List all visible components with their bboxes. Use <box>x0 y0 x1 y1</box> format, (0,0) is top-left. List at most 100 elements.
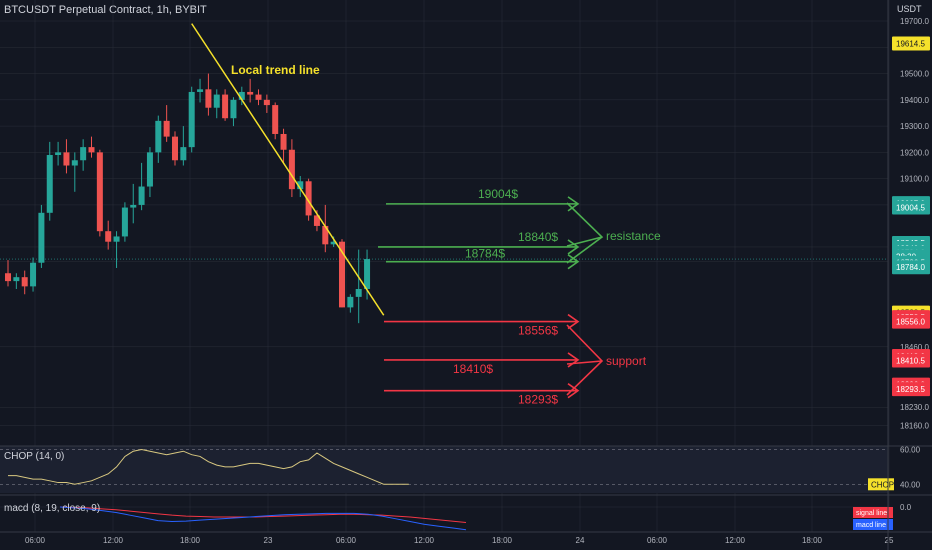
price-axis-badge <box>892 200 930 215</box>
candle-body <box>21 277 28 287</box>
arrow-head-icon <box>567 313 580 330</box>
trend-line-label: Local trend line <box>231 63 320 77</box>
price-axis-badge-text: 19614.5 <box>896 39 925 48</box>
price-axis-badge <box>892 36 930 51</box>
chop-badge-text: CHOP <box>871 480 894 489</box>
chop-tick-label: 40.00 <box>900 480 921 489</box>
macd-label: macd (8, 19, close, 9) <box>4 503 101 514</box>
macd-badge-text: macd line <box>856 522 886 529</box>
time-tick-label: 18:00 <box>180 536 201 545</box>
resistance-connector <box>566 202 604 264</box>
candle-body <box>88 147 95 153</box>
candle-body <box>138 186 145 205</box>
resistance-label: resistance <box>606 229 661 243</box>
candle-body <box>272 105 279 134</box>
candle-body <box>130 204 137 208</box>
candle-body <box>297 181 304 190</box>
time-tick-label: 06:00 <box>25 536 46 545</box>
time-tick-label: 25 <box>885 536 894 545</box>
candle-body <box>222 94 229 119</box>
candle-body <box>247 91 254 95</box>
price-axis-badge <box>892 314 930 329</box>
candle-body <box>330 241 337 245</box>
resistance-level-label: 19004$ <box>478 187 518 201</box>
candle-body <box>339 241 345 308</box>
price-axis-badge <box>892 260 930 275</box>
support-level-label: 18410$ <box>453 362 493 376</box>
support-level-label: 18293$ <box>518 393 558 407</box>
candle-body <box>5 273 11 282</box>
time-tick-label: 12:00 <box>103 536 124 545</box>
candle-body <box>63 152 70 166</box>
candle-body <box>96 152 103 232</box>
arrow-head-icon <box>567 196 580 212</box>
candle-body <box>80 147 87 161</box>
resistance-level-label: 18784$ <box>465 247 505 261</box>
currency-label: USDT <box>897 4 922 14</box>
price-axis-badge-text: 18556.0 <box>896 318 925 327</box>
arrow-head-icon <box>567 254 580 270</box>
candle-body <box>322 225 329 245</box>
candle-body <box>30 262 37 287</box>
candle-body <box>55 152 62 156</box>
candle-body <box>355 288 362 297</box>
candle-body <box>13 277 20 282</box>
chart-title: BTCUSDT Perpetual Contract, 1h, BYBIT <box>4 4 207 16</box>
candle-body <box>46 155 53 213</box>
candle-body <box>288 149 295 190</box>
time-tick-label: 18:00 <box>802 536 823 545</box>
candle-body <box>71 160 78 166</box>
candle-body <box>238 91 245 100</box>
support-label: support <box>606 354 647 368</box>
time-tick-label: 18:00 <box>492 536 513 545</box>
candle-body <box>255 94 262 100</box>
arrow-head-icon <box>567 352 580 368</box>
time-tick-label: 12:00 <box>725 536 746 545</box>
candle-body <box>263 99 270 106</box>
candle-body <box>121 207 128 237</box>
price-tick-label: 19200.0 <box>900 148 929 157</box>
chop-label: CHOP (14, 0) <box>4 451 65 462</box>
signal-line <box>59 506 467 523</box>
candle-body <box>105 231 112 242</box>
candle-body <box>313 215 320 226</box>
support-connector <box>566 360 603 365</box>
resistance-level-label: 18840$ <box>518 230 558 244</box>
candle-body <box>172 136 178 161</box>
candle-body <box>347 296 354 308</box>
price-axis-badge-text: 19004.5 <box>896 204 925 213</box>
price-tick-label: 18230.0 <box>900 403 929 412</box>
candle-body <box>188 91 195 148</box>
candle-body <box>197 89 204 92</box>
price-axis-badge-text: 18293.5 <box>896 385 925 394</box>
price-axis-badge <box>892 353 930 368</box>
macd-line <box>59 506 467 531</box>
candle-body <box>146 152 153 187</box>
price-tick-label: 19400.0 <box>900 96 929 105</box>
candle-body <box>213 94 220 108</box>
price-tick-label: 19700.0 <box>900 17 929 26</box>
candle-body <box>163 120 170 137</box>
candle-body <box>155 120 162 153</box>
time-tick-label: 12:00 <box>414 536 435 545</box>
time-tick-label: 06:00 <box>336 536 357 545</box>
time-tick-label: 24 <box>576 536 585 545</box>
trend-line <box>191 23 385 316</box>
price-axis-badge-text: 18410.5 <box>896 356 925 365</box>
price-tick-label: 19300.0 <box>900 122 929 131</box>
price-tick-label: 18460.0 <box>900 343 929 352</box>
price-axis-badge <box>892 382 930 397</box>
time-tick-label: 23 <box>264 536 273 545</box>
chop-pane-bg <box>0 446 888 493</box>
candle-body <box>305 181 312 216</box>
macd-tick-label: 0.0 <box>900 503 912 512</box>
price-tick-label: 19100.0 <box>900 175 929 184</box>
arrow-head-icon <box>567 383 580 399</box>
macd-badge <box>853 507 893 518</box>
candle-body <box>230 99 237 119</box>
resistance-connector <box>566 236 603 247</box>
price-tick-label: 18160.0 <box>900 422 929 431</box>
support-level-label: 18556$ <box>518 324 558 338</box>
